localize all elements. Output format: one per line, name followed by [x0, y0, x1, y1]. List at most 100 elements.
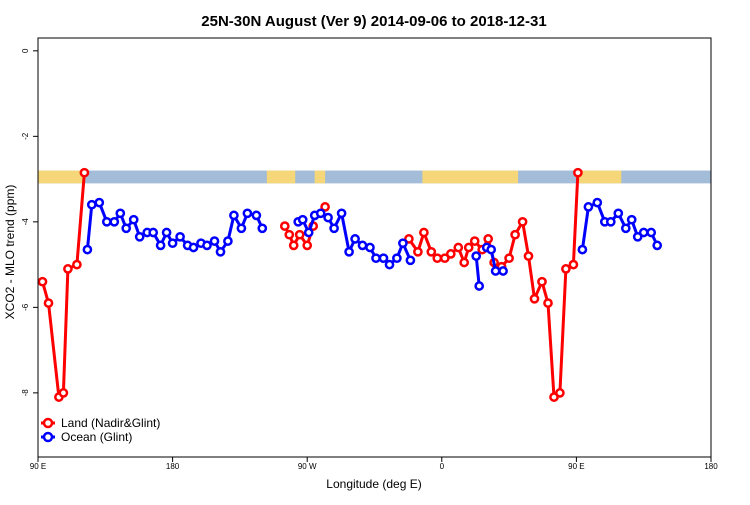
series-0-point-1-2 [288, 240, 299, 251]
strip-land-1 [266, 170, 296, 184]
series-1-point-4-11 [652, 240, 663, 251]
series-0-point-3-2 [419, 227, 429, 238]
series-1-point-4-6 [620, 223, 631, 234]
series-1-point-0-25 [251, 210, 262, 221]
series-0-point-3-16 [510, 229, 520, 240]
series-0-point-3-9 [463, 242, 474, 253]
series-1-point-2-0 [471, 251, 482, 261]
series-0-line-3 [407, 172, 580, 399]
series-1-point-1-5 [323, 212, 333, 223]
x-axis-label: Longitude (deg E) [326, 477, 421, 491]
series-0-point-3-3 [426, 246, 437, 257]
series-1-point-0-18 [202, 240, 212, 251]
series-0-line-0 [41, 172, 86, 399]
x-tick-label-1: 180 [166, 462, 180, 471]
series-0-point-0-6 [79, 167, 90, 178]
series-1-point-0-11 [155, 240, 166, 251]
series-0-point-3-17 [517, 216, 528, 227]
y-tick-label-0: 0 [21, 48, 30, 53]
series-1-point-0-26 [257, 223, 268, 234]
series-1-point-4-5 [613, 208, 624, 219]
chart-title: 25N-30N August (Ver 9) 2014-09-06 to 201… [201, 13, 546, 30]
series-1-point-3-3 [498, 266, 508, 276]
series-1-point-1-1 [297, 214, 308, 225]
strip-ocean [38, 170, 711, 184]
series-1-point-0-8 [134, 231, 145, 242]
series-0-point-3-12 [483, 234, 494, 244]
series-0-point-3-15 [504, 253, 514, 264]
series-1-point-1-4 [315, 208, 326, 219]
legend-item-ocean: Ocean (Glint) [41, 430, 132, 444]
series-0-point-0-4 [63, 264, 73, 274]
series-0-point-0-3 [58, 388, 69, 398]
series-0-point-1-4 [302, 240, 313, 251]
series-0-point-3-25 [568, 259, 579, 270]
series-1-point-3-1 [486, 244, 497, 255]
series-0 [37, 167, 583, 402]
series-layer [37, 167, 663, 402]
series-0-point-3-20 [537, 276, 547, 287]
series-1-point-0-4 [109, 216, 120, 227]
strip-land-0 [38, 170, 85, 184]
series-0-point-3-10 [469, 236, 480, 246]
series-0-point-3-19 [529, 293, 540, 304]
plot-frame [37, 37, 712, 458]
y-axis-label: XCO2 - MLO trend (ppm) [3, 185, 17, 320]
series-0-point-1-0 [279, 221, 290, 231]
series-1-point-1-17 [405, 255, 416, 266]
x-tick-label-3: 0 [440, 462, 445, 471]
series-1-point-1-14 [384, 259, 395, 270]
series-1-point-1-6 [329, 223, 339, 234]
series-1-point-0-3 [101, 216, 112, 227]
series-0-point-3-1 [413, 246, 423, 257]
legend-label-land: Land (Nadir&Glint) [61, 416, 160, 430]
series-1-point-0-22 [229, 210, 239, 221]
legend: Land (Nadir&Glint) Ocean (Glint) [41, 416, 160, 444]
series-1-point-0-7 [128, 214, 139, 225]
series-1-point-0-23 [236, 223, 247, 234]
x-tick-label-0: 90 E [30, 462, 46, 471]
series-1-point-4-2 [592, 197, 603, 208]
x-tick-label-5: 180 [704, 462, 718, 471]
y-tick-label-3: -6 [21, 303, 30, 311]
series-1-point-4-8 [632, 231, 643, 242]
series-1-point-1-8 [344, 246, 354, 257]
series-1-point-1-15 [392, 253, 402, 264]
series-1-point-4-7 [626, 214, 637, 225]
series-0-point-1-1 [284, 229, 295, 240]
land-ocean-strip [38, 170, 711, 184]
series-0-point-2-0 [320, 202, 330, 212]
series-1-point-0-13 [167, 238, 178, 249]
series-1-point-0-19 [209, 236, 220, 246]
y-tick-label-2: -4 [21, 218, 30, 226]
series-1-point-0-5 [115, 208, 126, 219]
series-0-point-3-26 [573, 167, 583, 178]
series-0-point-3-5 [439, 253, 450, 264]
series-1-point-0-6 [121, 223, 132, 234]
series-0-point-3-8 [459, 257, 470, 268]
series-1-point-4-0 [577, 244, 588, 255]
series-0-point-3-7 [453, 242, 464, 253]
series-1-point-1-7 [336, 208, 347, 219]
series-1-point-4-10 [646, 227, 657, 238]
series-1-point-0-16 [188, 242, 199, 253]
series-1-point-1-9 [350, 234, 360, 244]
legend-marker-land [42, 417, 54, 429]
series-1-point-1-11 [365, 242, 375, 253]
series-1-point-0-1 [86, 199, 97, 210]
axis-ticks: 90 E 180 90 W 0 90 E 180 0 -2 -4 -6 -8 [21, 48, 718, 471]
x-tick-label-4: 90 E [568, 462, 584, 471]
series-0-point-0-1 [43, 298, 54, 308]
strip-land-3 [422, 170, 519, 184]
series-0-point-3-0 [404, 234, 414, 244]
series-0-point-1-3 [294, 229, 305, 240]
series-1-point-1-12 [371, 253, 381, 264]
series-1-point-0-10 [148, 227, 159, 238]
series-1-point-4-9 [638, 227, 649, 238]
series-1-point-0-20 [215, 246, 226, 257]
series-1-point-2-1 [474, 281, 485, 291]
series-0-point-3-18 [523, 251, 534, 261]
series-1-point-0-21 [223, 236, 233, 246]
series-1 [82, 197, 663, 291]
